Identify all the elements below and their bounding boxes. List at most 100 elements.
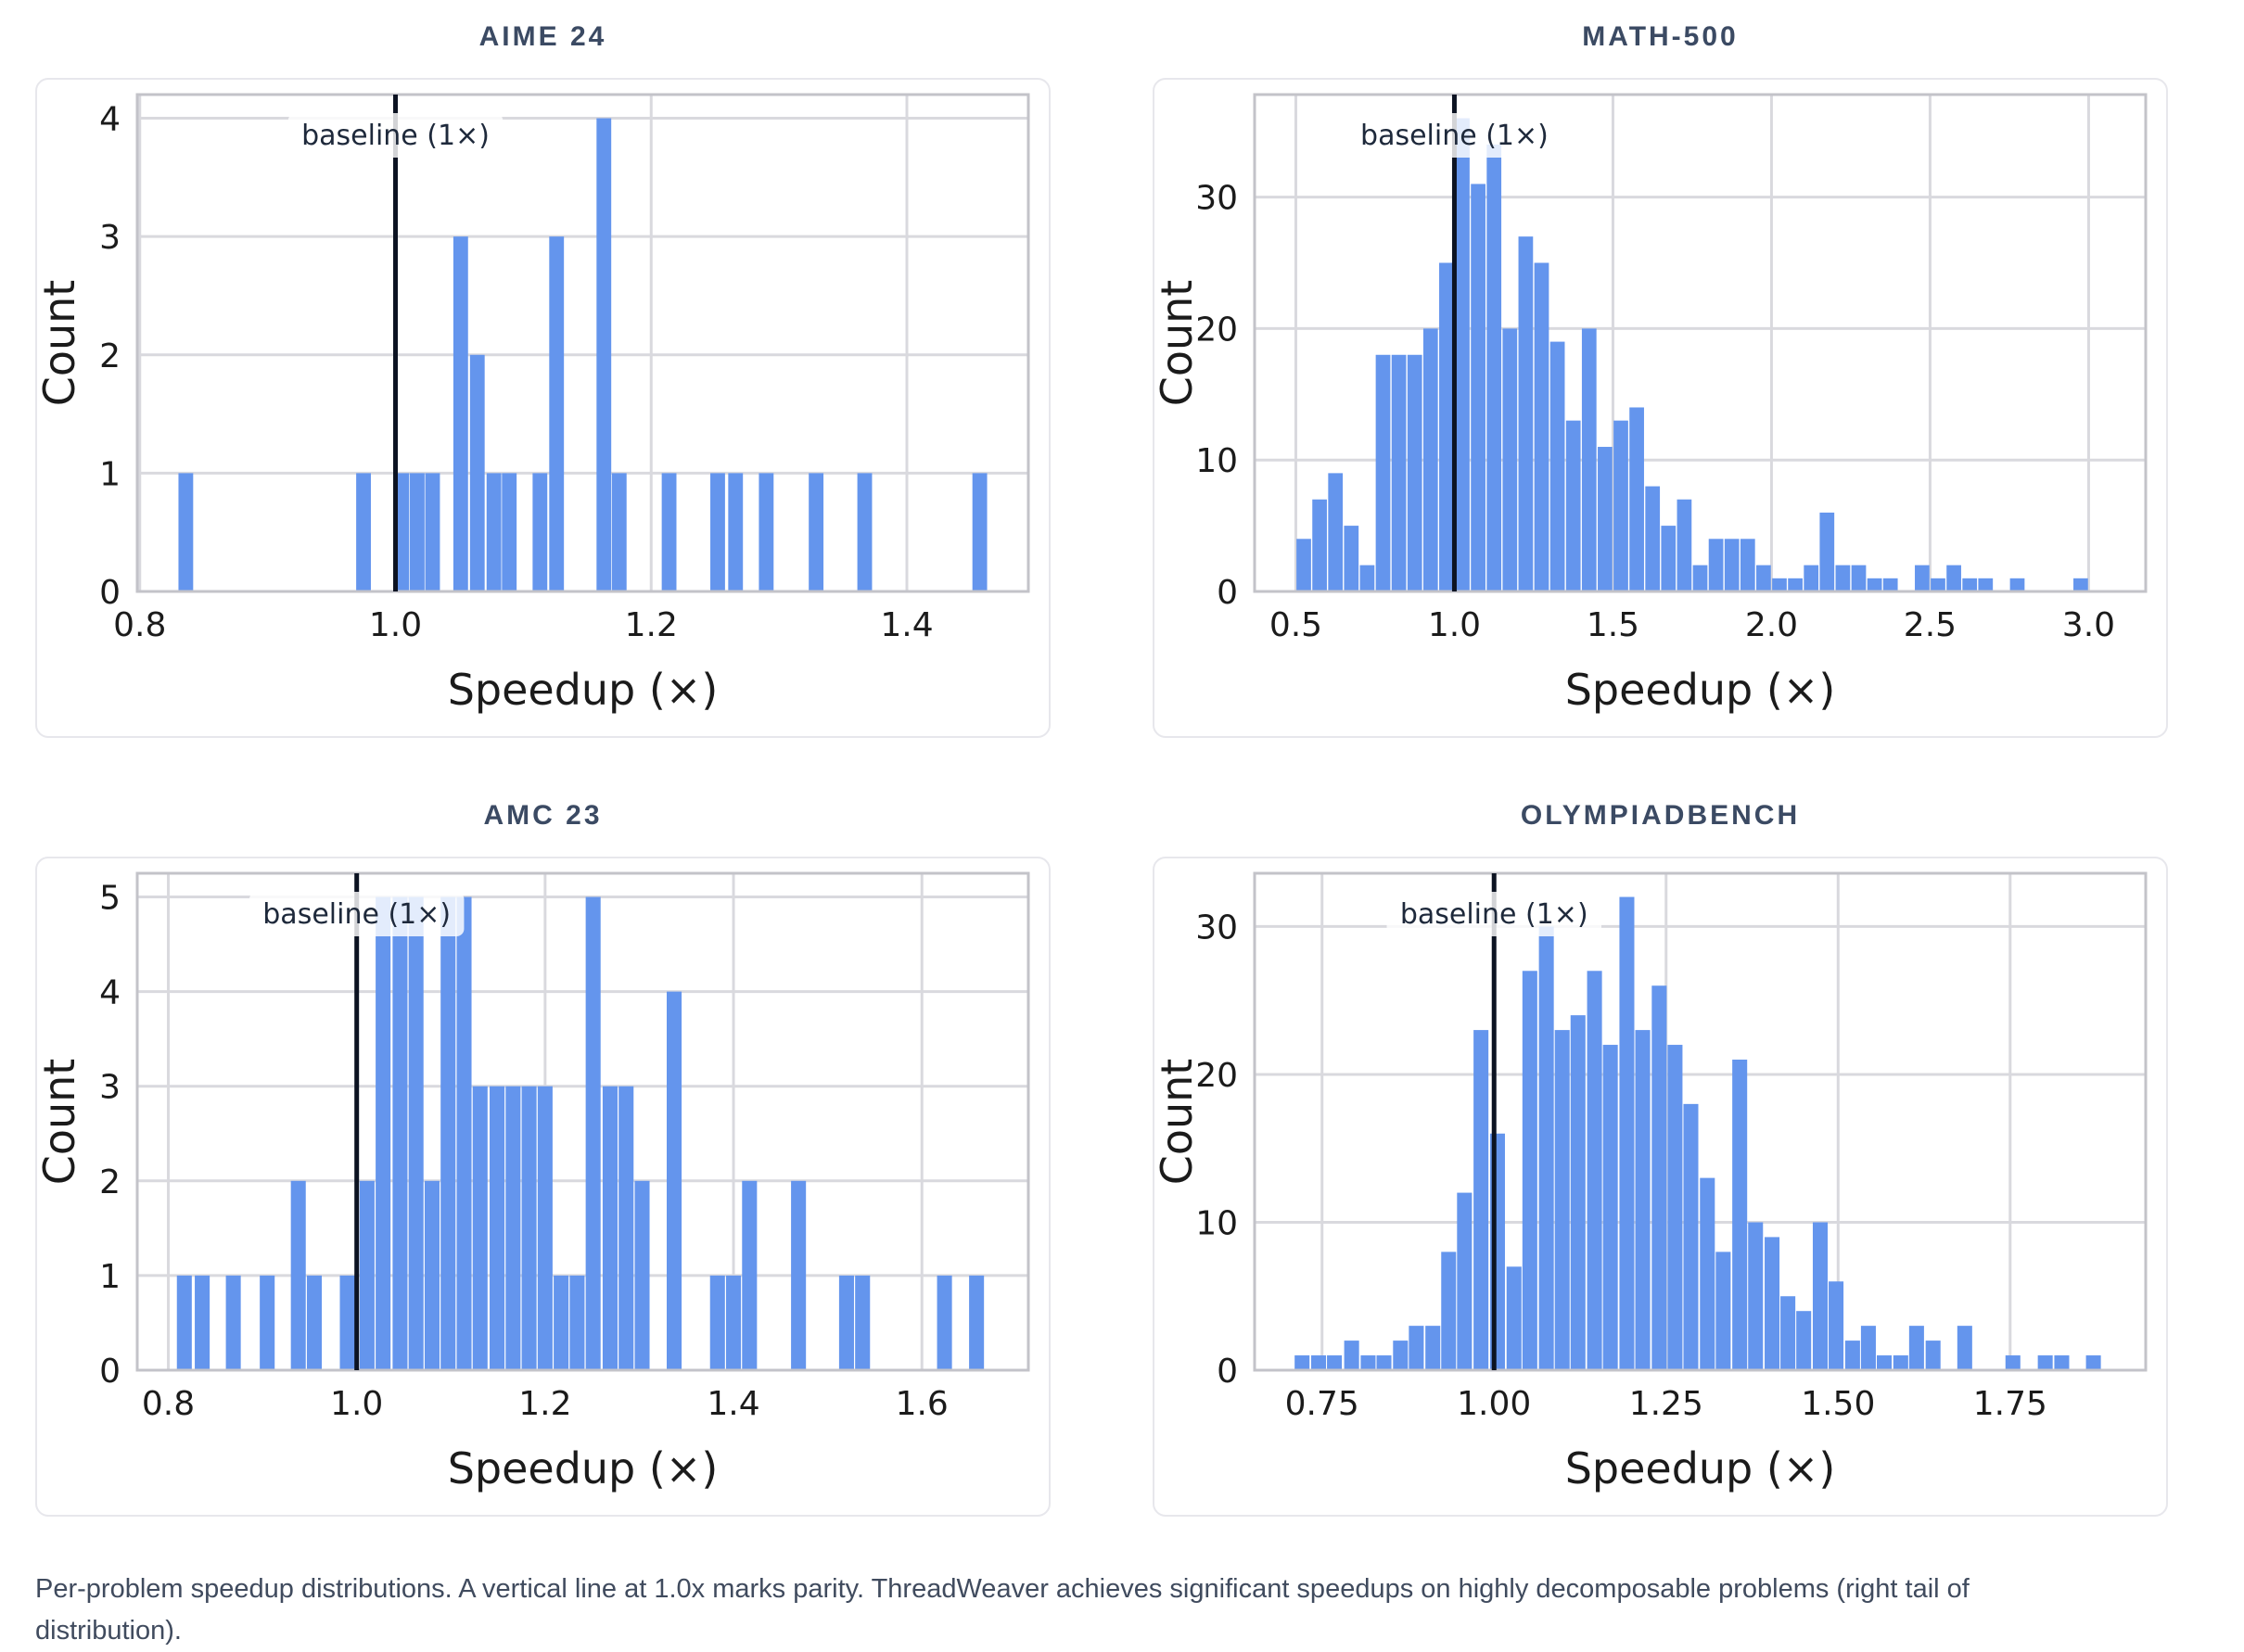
histogram-bar — [1619, 896, 1635, 1370]
histogram-olympiadbench: baseline (1×) 0.75 1.00 1.25 1.50 1.75 0 10 20 30… — [1154, 871, 2148, 1493]
histogram-bar — [359, 1180, 375, 1370]
baseline-annotation-box — [249, 892, 465, 936]
chart-title-aime24: AIME 24 — [478, 21, 607, 52]
histogram-bar — [549, 236, 565, 591]
chart-card-amc23: baseline (1×) 0.8 1.0 1.2 1.4 1.6 0 1 2 3 4 5 Speedu… — [35, 857, 1051, 1517]
histogram-bar — [1506, 1266, 1522, 1370]
chart-cell-math500: MATH-500 baseline (1×) 0.5 1.0 1.5 2.0 2.5 3.0… — [1153, 17, 2168, 738]
chart-cell-amc23: AMC 23 baseline (1×) 0.8 1.0 1.2 1.4 1.6 0 1 2 3 4… — [35, 795, 1051, 1517]
histogram-bar — [486, 473, 502, 591]
histogram-bar — [1344, 526, 1359, 591]
histogram-bar — [742, 1180, 758, 1370]
histogram-bar — [1310, 1355, 1327, 1370]
x-tick-label: 1.50 — [1801, 1385, 1875, 1423]
histogram-bar — [1661, 526, 1677, 591]
baseline-annotation: baseline (1×) — [262, 898, 451, 931]
histogram-bar — [857, 473, 873, 591]
histogram-bar — [1613, 420, 1628, 591]
histogram-bar — [1581, 328, 1597, 591]
y-axis-label: Count — [1154, 280, 1202, 407]
histogram-bar — [394, 473, 410, 591]
histogram-bar — [1393, 1341, 1409, 1370]
histogram-bar — [2009, 578, 2025, 591]
histogram-bar — [1502, 328, 1518, 591]
histogram-bar — [356, 473, 371, 591]
histogram-bar — [195, 1275, 210, 1370]
plot-frame — [1253, 871, 2148, 1372]
x-tick-label: 3.0 — [2062, 606, 2115, 644]
histogram-bar — [1518, 236, 1534, 591]
chart-cell-aime24: AIME 24 baseline (1×) 0.8 1.0 1.2 1.4 0 1 2 3 4 Sp… — [35, 17, 1051, 738]
y-axis-label: Count — [1154, 1059, 1202, 1186]
histogram-bar — [611, 473, 627, 591]
y-tick-label: 30 — [1195, 180, 1238, 218]
histogram-bar — [585, 896, 601, 1370]
histogram-bar — [1829, 1281, 1844, 1370]
histogram-bar — [425, 473, 440, 591]
histogram-bar — [469, 354, 485, 591]
histogram-bar — [1296, 539, 1311, 591]
histogram-bar — [490, 1086, 505, 1370]
histogram-bar — [1425, 1326, 1441, 1370]
histogram-bar — [1748, 1222, 1764, 1370]
plot-frame — [135, 871, 1030, 1372]
histogram-bar — [1376, 1355, 1392, 1370]
histogram-bar — [290, 1180, 306, 1370]
histogram-bar — [2073, 578, 2088, 591]
histogram-bar — [791, 1180, 807, 1370]
histogram-bar — [1667, 1045, 1683, 1370]
histogram-bar — [1962, 578, 1978, 591]
x-tick-label: 1.0 — [1428, 606, 1481, 644]
y-axis-label: Count — [37, 1059, 84, 1186]
histogram-bar — [1375, 354, 1391, 591]
x-axis-label: Speedup (×) — [1565, 665, 1836, 715]
x-tick-label: 1.2 — [518, 1385, 571, 1423]
y-tick-label: 0 — [99, 574, 121, 612]
histogram-bar — [1893, 1355, 1908, 1370]
histogram-bar — [1796, 1311, 1812, 1370]
chart-title-math500: MATH-500 — [1582, 21, 1739, 52]
histogram-bar — [456, 896, 472, 1370]
x-axis-label: Speedup (×) — [448, 1443, 719, 1493]
histogram-bar — [1978, 578, 1994, 591]
y-tick-label: 2 — [99, 337, 121, 375]
histogram-bar — [1732, 1060, 1748, 1370]
histogram-bar — [1772, 578, 1787, 591]
histogram-bar — [376, 896, 391, 1370]
x-tick-label: 0.8 — [142, 1385, 195, 1423]
y-tick-label: 3 — [99, 1069, 121, 1107]
histogram-bar — [1946, 565, 1961, 591]
y-tick-label: 30 — [1195, 909, 1238, 947]
histogram-bar — [1441, 1252, 1457, 1370]
x-tick-label: 0.8 — [113, 606, 166, 644]
y-tick-label: 5 — [99, 880, 121, 918]
histogram-bar — [424, 1180, 440, 1370]
histogram-bar — [440, 896, 456, 1370]
histogram-bar — [1651, 985, 1667, 1370]
x-tick-label: 1.25 — [1629, 1385, 1703, 1423]
figure-caption: Per-problem speedup distributions. A ver… — [35, 1574, 1970, 1646]
plot-frame — [135, 93, 1030, 593]
x-tick-label: 0.5 — [1269, 606, 1322, 644]
histogram-bar — [709, 1275, 725, 1370]
histogram-bar — [725, 1275, 742, 1370]
histogram-bar — [1635, 1030, 1651, 1370]
histogram-bar — [260, 1275, 275, 1370]
histogram-bar — [661, 473, 677, 591]
histogram-bar — [1391, 354, 1407, 591]
histogram-bar — [178, 473, 194, 591]
histogram-bar — [392, 896, 408, 1370]
histogram-bar — [1882, 578, 1898, 591]
histogram-bar — [537, 1086, 553, 1370]
histogram-bar — [1538, 926, 1554, 1370]
y-tick-label: 1 — [99, 455, 121, 493]
histogram-bar — [1788, 578, 1803, 591]
x-axis-label: Speedup (×) — [448, 665, 719, 715]
plot-frame — [1253, 93, 2148, 593]
histogram-bar — [1915, 565, 1930, 591]
histogram-bar — [1925, 1341, 1941, 1370]
histogram-bar — [554, 1275, 569, 1370]
histogram-bar — [1740, 539, 1755, 591]
y-axis-label: Count — [37, 280, 84, 407]
histogram-bar — [1844, 1341, 1860, 1370]
